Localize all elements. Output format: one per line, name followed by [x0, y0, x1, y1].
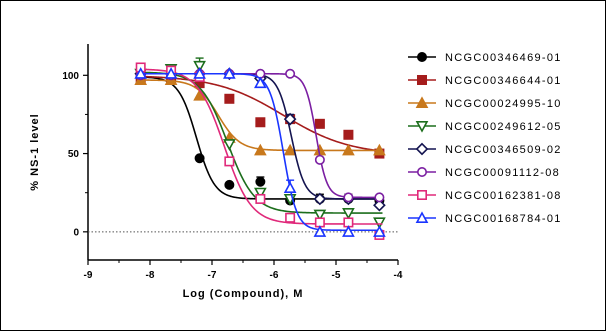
data-point [313, 209, 327, 222]
legend-label: NCGC00024995-10 [445, 98, 562, 110]
x-tick-label: -7 [208, 270, 217, 281]
data-point [224, 179, 235, 190]
x-axis-label: Log (Compound), M [183, 288, 304, 300]
legend-marker [416, 75, 427, 86]
legend-marker [415, 96, 429, 108]
legend: NCGC00346469-01 NCGC00346644-01 NCGC000249… [408, 51, 562, 225]
legend-label: NCGC00168784-01 [445, 213, 562, 225]
data-point [283, 181, 297, 193]
data-point [224, 93, 235, 104]
data-point [254, 187, 267, 200]
x-tick-label: -8 [146, 270, 155, 281]
data-point [343, 192, 354, 203]
legend-label: NCGC00249612-05 [445, 121, 562, 133]
legend-marker [415, 121, 429, 133]
data-point [373, 143, 386, 156]
x-tick-label: -6 [270, 270, 279, 281]
legend-label: NCGC00346509-02 [445, 144, 562, 156]
data-point [255, 176, 266, 187]
data-point [224, 156, 235, 167]
data-point [255, 193, 266, 204]
data-point [193, 67, 206, 79]
legend-label: NCGC00346644-01 [445, 75, 562, 87]
legend-label: NCGC00162381-08 [445, 190, 562, 202]
data-point [283, 143, 297, 156]
data-point [342, 143, 355, 156]
data-point [373, 225, 386, 237]
data-point [134, 67, 148, 79]
data-point [255, 117, 266, 128]
legend-marker [415, 211, 429, 223]
data-point [313, 225, 327, 237]
data-point [373, 198, 386, 212]
data-point [193, 60, 206, 73]
data-point [285, 212, 296, 223]
series-8 [134, 67, 386, 237]
data-point [223, 67, 236, 79]
legend-marker [416, 51, 427, 62]
data-point [342, 225, 355, 237]
data-point [313, 192, 327, 206]
y-tick-label: 100 [62, 71, 79, 82]
data-point [314, 154, 325, 165]
y-tick-label: 0 [73, 227, 79, 238]
legend-label: NCGC00346469-01 [445, 52, 562, 64]
x-tick-label: -5 [332, 270, 341, 281]
data-point [342, 208, 355, 220]
legend-marker [416, 167, 427, 178]
data-point [194, 153, 205, 164]
data-point [343, 129, 354, 140]
fit-curve [137, 79, 383, 152]
data-point [223, 139, 236, 151]
data-point [314, 118, 325, 129]
fit-curve [137, 75, 383, 152]
y-axis-label: % NS-1 level [29, 113, 41, 190]
data-point [373, 217, 386, 230]
data-point [254, 143, 267, 156]
data-point [283, 112, 297, 126]
y-tick-label: 50 [68, 149, 80, 160]
legend-marker [415, 142, 429, 156]
x-tick-label: -9 [84, 270, 93, 281]
data-point [285, 68, 296, 79]
data-point [374, 192, 385, 203]
legend-marker [416, 190, 427, 201]
x-tick-label: -4 [394, 270, 403, 281]
data-point [254, 76, 267, 89]
data-point [164, 67, 178, 79]
legend-label: NCGC00091112-08 [445, 167, 560, 179]
